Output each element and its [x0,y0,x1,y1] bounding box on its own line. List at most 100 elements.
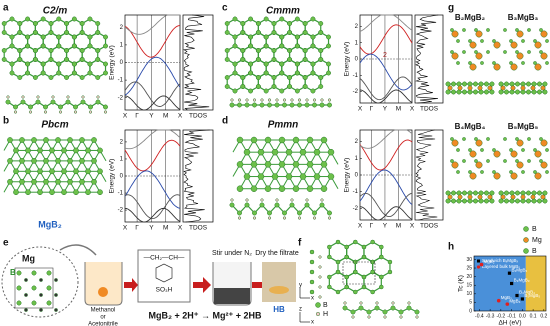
atom [9,34,15,40]
atom [530,194,536,200]
atom [456,198,462,204]
polymer: SO₃H [156,287,173,294]
atom [370,269,375,275]
atom [1,48,7,53]
crystal-label: B [10,268,16,277]
atom [54,278,58,282]
atom [271,75,277,80]
atom [531,190,537,196]
y-tick-label: 1 [120,157,124,163]
atom [71,70,77,76]
atom [478,81,484,87]
atom [493,41,501,49]
atom [327,98,332,102]
atom [534,63,542,71]
atom [285,173,293,180]
k-label: Y [383,106,388,113]
atom [25,61,31,67]
atom [279,16,285,22]
atom [467,198,473,204]
atom [521,61,525,65]
atom [32,57,38,62]
beaker [84,262,123,306]
atom [19,137,25,143]
atom [498,81,504,87]
atom [484,81,489,87]
atom [456,81,462,87]
atom [310,88,316,94]
band-curve [124,194,181,220]
atom [64,21,70,26]
atom [224,48,230,53]
atom [255,75,261,80]
atom [383,315,387,319]
dos-curve [415,14,439,104]
atom [255,48,261,53]
atom [484,190,489,196]
x-tick-label: -0.2 [497,313,506,319]
bond-ring [242,72,259,92]
k-label: Y [383,223,388,230]
atom [248,70,254,76]
step-label: Dry the filtrate [255,250,299,257]
dos-label: TDOS [420,223,439,230]
atom [492,61,496,65]
atom [486,28,490,32]
atom [304,102,310,108]
dos-frame [414,129,444,221]
atom [462,50,466,54]
atom [48,57,54,62]
atom [515,198,520,204]
y-tick-label: -1 [353,73,359,79]
axis-label: Energy (eV) [109,45,116,80]
atom [243,148,251,156]
atom [39,308,43,312]
legend-label: B [532,226,537,233]
point-label: MgB₂ [484,259,495,264]
atom [229,102,235,108]
atom [327,173,335,180]
atom [40,43,46,49]
band-curve [359,76,413,101]
k-label: X [410,223,415,230]
atom [35,99,41,105]
atom [539,28,543,32]
point-label: B₂MgB₂ [511,267,527,272]
atom [327,102,332,108]
point-label: B₅MgB₅ [524,293,540,298]
atom [85,147,91,154]
panel-title: Pmmn [268,120,299,131]
atom [46,270,52,276]
atom [259,202,265,208]
k-label: M [163,225,168,232]
bond-ring [328,271,348,293]
atom [320,161,328,168]
atom [271,57,277,62]
band-curve [124,14,180,35]
k-label: X [410,106,415,113]
y-tick-label: 0 [469,308,472,314]
atom [87,16,93,22]
atom [230,98,234,102]
y-tick-label: 2 [120,140,124,146]
atom [25,43,31,49]
atom [40,70,46,76]
atom [263,88,269,94]
atom [7,137,13,143]
axis-label: Energy (eV) [344,158,351,193]
atom [540,161,548,169]
band-curve [359,139,413,171]
atom [294,43,300,49]
atom [240,84,246,89]
atom [85,168,91,175]
y-tick-label: 30 [466,257,472,263]
atom [335,259,341,265]
band-curve [359,129,413,149]
atom [312,216,317,220]
atom [103,34,108,40]
panel-title: Cmmm [266,6,300,17]
bond-ring [11,58,29,79]
atom [467,190,473,196]
atom [327,254,332,260]
atom [287,57,293,62]
